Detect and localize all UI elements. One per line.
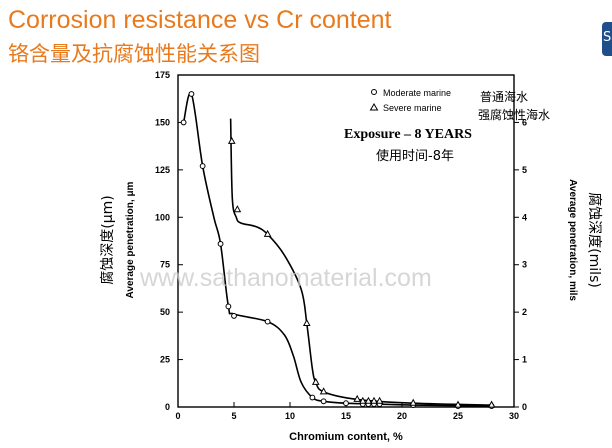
axes-layer — [177, 74, 515, 408]
right-y-tick-label: 6 — [522, 117, 527, 127]
watermark: www.sathanomaterial.com — [139, 264, 432, 292]
left-axis-title-cn: 腐蚀深度(μm) — [99, 195, 116, 284]
x-axis-title: Chromium content, % — [289, 431, 403, 443]
right-axis-title: Average penetration, mils — [567, 179, 578, 301]
x-tick-label: 15 — [341, 411, 351, 421]
left-y-tick-label: 125 — [155, 165, 170, 175]
data-point-severe — [233, 205, 242, 213]
left-y-tick-label: 50 — [160, 307, 170, 317]
left-y-tick-label: 150 — [155, 117, 170, 127]
right-y-tick-label: 5 — [522, 165, 527, 175]
data-point-severe — [370, 396, 378, 404]
data-point-moderate — [225, 303, 232, 310]
right-y-tick-label: 4 — [522, 212, 527, 222]
legend-label-severe-cn: 强腐蚀性海水 — [478, 107, 550, 122]
data-point-severe — [227, 136, 236, 144]
right-axis-title-cn: 腐蚀深度(mils) — [586, 192, 603, 288]
data-point-moderate — [180, 119, 187, 126]
exposure-annotation: Exposure – 8 YEARS — [344, 127, 472, 142]
x-tick-label: 20 — [397, 411, 407, 421]
data-point-severe — [311, 377, 320, 385]
legend-label-severe: Severe marine — [383, 103, 442, 113]
data-point-moderate — [309, 394, 316, 401]
plot-frame — [177, 74, 515, 408]
title-english: Corrosion resistance vs Cr content — [8, 6, 392, 34]
data-point-severe — [302, 318, 311, 327]
legend-circle-marker — [371, 89, 377, 95]
x-tick-label: 25 — [453, 411, 463, 421]
data-point-moderate — [199, 163, 206, 169]
title-chinese: 铬含量及抗腐蚀性能关系图 — [8, 42, 260, 66]
data-point-severe — [353, 394, 362, 402]
left-y-tick-label: 175 — [155, 70, 170, 80]
data-point-moderate — [188, 91, 195, 97]
legend: Moderate marine Severe marine 普通海水 强腐蚀性海… — [369, 88, 550, 122]
data-point-severe — [375, 396, 384, 404]
data-point-moderate — [264, 318, 271, 325]
series-line-moderate — [182, 92, 492, 407]
x-tick-label: 10 — [285, 411, 295, 421]
data-point-moderate — [320, 398, 327, 405]
series-line-severe — [229, 118, 492, 406]
data-point-severe — [364, 396, 373, 404]
left-y-tick-label: 0 — [165, 402, 170, 412]
slide-corner-tab: S — [602, 22, 612, 56]
data-point-severe — [454, 400, 462, 408]
legend-label-moderate-cn: 普通海水 — [480, 89, 528, 104]
x-tick-label: 5 — [231, 411, 236, 421]
data-point-severe — [358, 396, 367, 404]
data-point-severe — [263, 229, 272, 237]
data-point-severe — [319, 387, 328, 395]
series-layer — [180, 91, 496, 409]
right-y-tick-label: 2 — [522, 307, 527, 317]
x-tick-label: 0 — [175, 411, 180, 421]
data-point-moderate — [217, 240, 224, 247]
data-point-moderate — [343, 400, 349, 407]
exposure-annotation-cn: 使用时间-8年 — [376, 148, 454, 164]
left-y-tick-label: 75 — [160, 260, 170, 270]
left-y-tick-label: 100 — [155, 212, 170, 222]
x-tick-label: 30 — [509, 411, 519, 421]
slide-corner-tab-glyph: S — [603, 30, 612, 45]
right-y-tick-label: 3 — [522, 260, 527, 270]
data-point-severe — [487, 400, 496, 408]
right-y-tick-label: 1 — [522, 355, 527, 365]
legend-label-moderate: Moderate marine — [383, 88, 451, 98]
left-axis-title: Average penetration, μm — [125, 181, 136, 298]
right-y-tick-label: 0 — [522, 402, 527, 412]
legend-triangle-marker — [369, 103, 379, 111]
left-y-tick-label: 25 — [160, 355, 170, 365]
data-point-moderate — [231, 313, 237, 319]
data-point-severe — [409, 398, 418, 406]
